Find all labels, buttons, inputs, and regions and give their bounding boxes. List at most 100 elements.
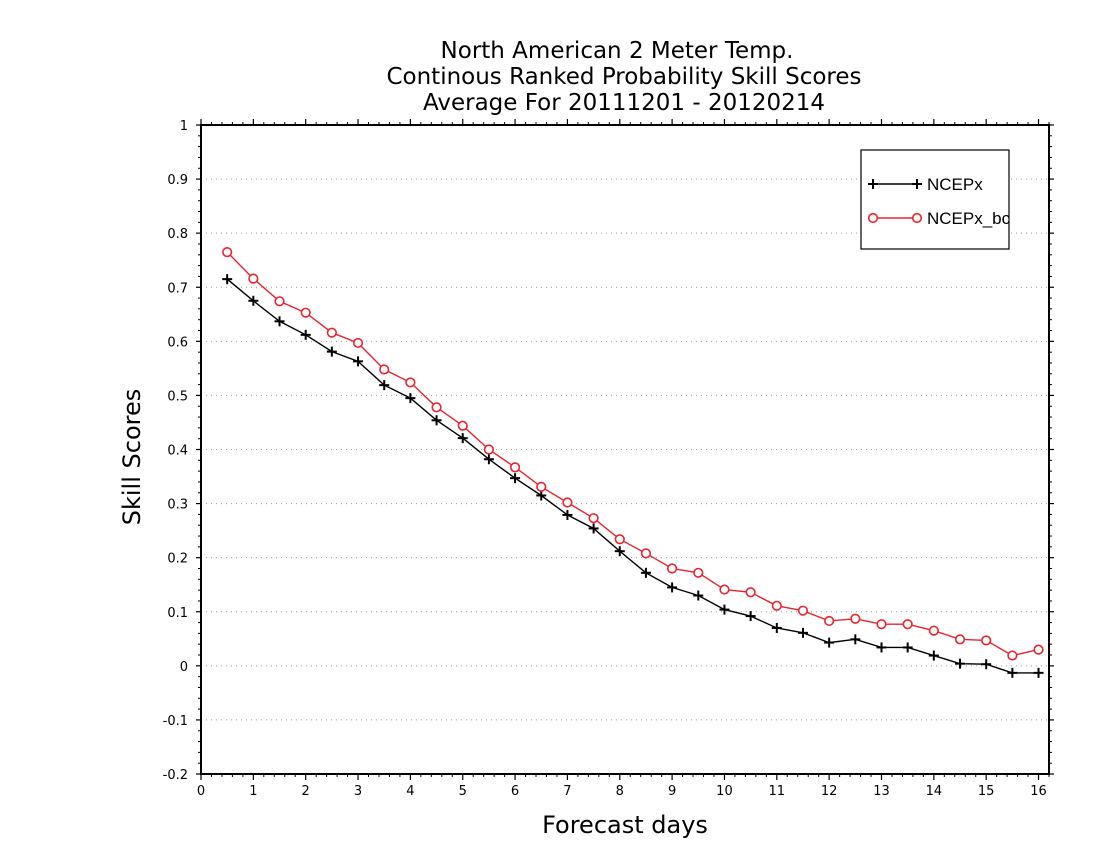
x-tick-label: 9 <box>668 784 676 799</box>
data-point-plus <box>981 659 992 670</box>
legend-item: NCEPx <box>868 175 983 194</box>
y-tick-label: 0.5 <box>167 389 188 404</box>
data-point-plus <box>248 295 259 306</box>
x-tick-label: 4 <box>406 784 414 799</box>
gridlines <box>201 178 1049 721</box>
data-point-plus <box>562 509 573 520</box>
data-point-circle <box>483 444 495 455</box>
data-point-circle <box>326 327 337 338</box>
x-tick-label: 13 <box>873 784 890 799</box>
data-point-circle <box>1007 650 1018 661</box>
data-point-plus <box>719 604 730 615</box>
data-point-circle <box>614 534 625 545</box>
data-point-circle <box>745 587 756 598</box>
y-tick-label: 0.8 <box>167 227 188 242</box>
y-tick-label: 0.7 <box>167 281 188 296</box>
data-point-plus <box>405 393 416 404</box>
data-point-plus <box>868 179 878 189</box>
x-tick-label: 3 <box>354 784 362 799</box>
y-tick-labels: -0.2 -0.1 0 0.1 0.2 0.3 0.4 0.5 0.6 0.7 0.8 0.9 1 <box>163 119 188 783</box>
data-point-plus <box>431 415 442 426</box>
y-tick-label: 0.6 <box>167 335 188 350</box>
data-point-circle <box>536 481 547 492</box>
data-point-plus <box>274 316 285 327</box>
data-point-circle <box>876 619 887 630</box>
data-point-plus <box>1007 667 1018 678</box>
y-tick-label: 0.1 <box>167 606 188 621</box>
y-tick-label: -0.1 <box>163 714 188 729</box>
y-tick-label: 1 <box>180 119 188 134</box>
data-point-plus <box>824 637 835 648</box>
data-point-circle <box>981 635 992 646</box>
data-point-circle <box>352 337 364 349</box>
data-point-circle <box>1033 644 1044 655</box>
data-point-plus <box>457 433 468 444</box>
plot-area-frame <box>200 124 1050 775</box>
data-point-circle <box>693 567 704 578</box>
y-tick-label: 0.3 <box>167 498 188 513</box>
title-line-1: North American 2 Meter Temp. <box>441 38 794 64</box>
data-point-circle <box>562 497 573 508</box>
data-point-circle <box>902 619 913 630</box>
x-tick-label: 12 <box>821 784 838 799</box>
x-tick-label: 1 <box>249 784 257 799</box>
data-point-circle <box>667 563 678 574</box>
data-point-plus <box>955 658 966 669</box>
series-line <box>226 278 1039 674</box>
data-point-plus <box>902 642 913 653</box>
y-tick-label: 0.9 <box>167 173 188 188</box>
data-point-circle <box>300 307 311 318</box>
series-line <box>226 251 1039 657</box>
data-point-plus <box>667 582 678 593</box>
x-tick-label: 5 <box>459 784 467 799</box>
y-tick-label: 0.2 <box>167 552 188 567</box>
data-point-plus <box>745 611 756 622</box>
data-point-circle <box>867 212 879 224</box>
data-point-circle <box>719 584 730 595</box>
series-ncepx-bc <box>222 246 1044 661</box>
data-point-circle <box>405 377 416 388</box>
data-point-plus <box>640 567 651 578</box>
data-point-circle <box>457 420 468 431</box>
x-tick-label: 6 <box>511 784 519 799</box>
data-point-plus <box>876 642 887 653</box>
data-point-plus <box>536 490 547 501</box>
data-point-plus <box>326 346 337 357</box>
data-point-plus <box>483 454 494 465</box>
y-axis-title: Skill Scores <box>118 389 146 526</box>
data-point-circle <box>928 625 939 636</box>
data-point-plus <box>222 274 233 285</box>
x-tick-label: 7 <box>563 784 571 799</box>
x-tick-label: 16 <box>1030 784 1047 799</box>
data-point-plus <box>614 546 625 557</box>
data-point-plus <box>379 380 390 391</box>
data-point-circle <box>509 462 521 473</box>
x-tick-label: 11 <box>769 784 786 799</box>
title-line-2: Continous Ranked Probability Skill Score… <box>386 64 861 90</box>
data-point-circle <box>911 212 923 224</box>
data-point-circle <box>824 615 835 627</box>
data-point-circle <box>640 548 652 559</box>
legend-item: NCEPx_bc <box>867 209 1011 228</box>
data-point-plus <box>353 356 364 367</box>
x-tick-label: 14 <box>926 784 943 799</box>
title-line-3: Average For 20111201 - 20120214 <box>423 90 825 116</box>
legend: NCEPx NCEPx_bc <box>860 149 1011 250</box>
y-tick-label: 0 <box>180 660 188 675</box>
legend-box <box>860 149 1010 250</box>
x-tick-label: 10 <box>716 784 733 799</box>
data-point-plus <box>771 622 782 633</box>
y-tick-label: -0.2 <box>163 768 188 783</box>
data-point-plus <box>510 473 521 484</box>
x-tick-label: 0 <box>197 784 205 799</box>
data-point-circle <box>431 402 442 413</box>
data-point-plus <box>797 627 808 638</box>
data-point-circle <box>771 600 782 611</box>
y-tick-label: 0.4 <box>167 444 188 459</box>
x-tick-label: 15 <box>978 784 995 799</box>
data-point-circle <box>954 634 966 645</box>
x-tick-label: 2 <box>302 784 310 799</box>
legend-label: NCEPx <box>927 175 983 194</box>
data-point-plus <box>588 523 599 534</box>
